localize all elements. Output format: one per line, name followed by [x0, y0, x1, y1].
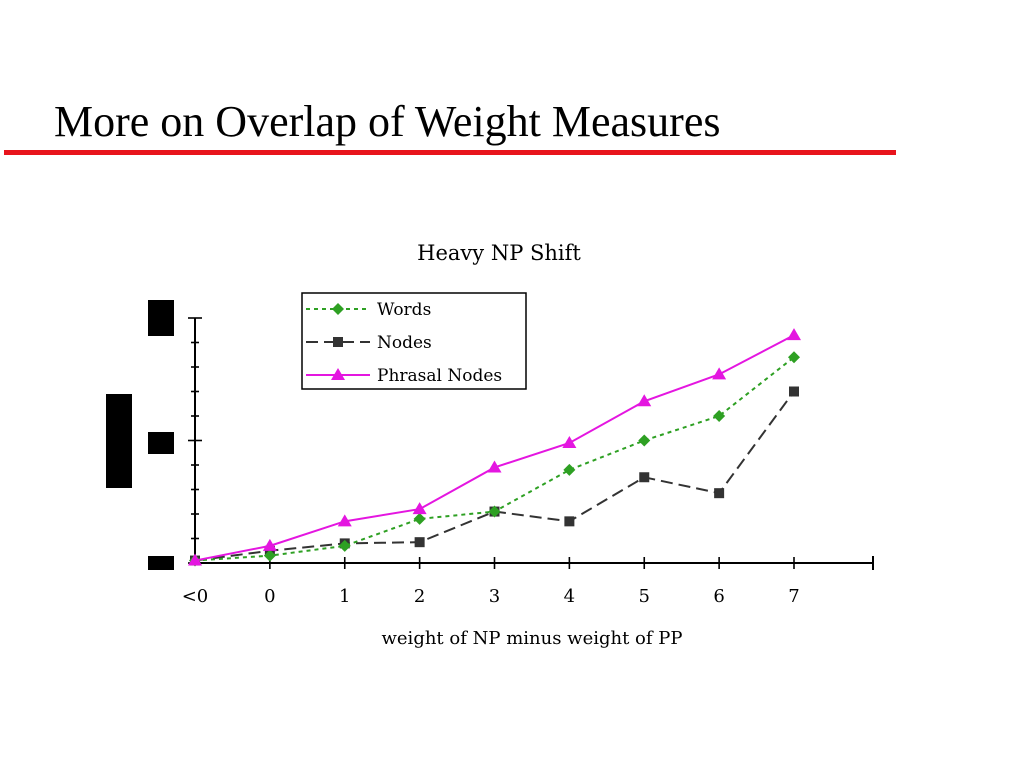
x-tick-label: 2	[414, 586, 425, 607]
title-underline	[4, 150, 896, 155]
point-diamond	[413, 512, 426, 525]
point-diamond	[788, 351, 800, 364]
legend-label: Words	[377, 300, 431, 320]
x-tick-label: 0	[264, 586, 275, 607]
point-diamond	[263, 549, 276, 562]
legend-label: Nodes	[377, 333, 432, 353]
series-line	[194, 390, 795, 562]
chart-title: Heavy NP Shift	[417, 241, 581, 265]
point-diamond	[638, 434, 651, 447]
point-square	[714, 488, 725, 499]
series-phrasal-nodes	[188, 328, 801, 566]
legend-label: Phrasal Nodes	[377, 366, 502, 386]
point-diamond	[563, 463, 576, 476]
point-triangle	[188, 553, 202, 566]
point-square	[789, 386, 799, 397]
point-diamond	[488, 505, 501, 518]
point-square	[639, 472, 650, 483]
x-tick-label: 6	[713, 586, 724, 607]
x-tick-label: <0	[182, 586, 209, 607]
x-tick-label: 1	[339, 586, 350, 607]
point-square	[564, 516, 575, 527]
point-triangle	[487, 460, 502, 473]
x-tick-labels: <0 0 1 2 3 4 5 6 7	[182, 586, 800, 607]
point-triangle	[262, 538, 277, 551]
point-square	[414, 537, 425, 548]
x-axis-title: weight of NP minus weight of PP	[382, 628, 683, 649]
point-diamond	[713, 410, 726, 422]
point-triangle	[712, 367, 727, 380]
chart-axes	[188, 317, 874, 570]
series-nodes	[190, 386, 799, 566]
point-triangle	[331, 368, 345, 380]
chart-legend: Words Nodes Phrasal Nodes	[301, 292, 527, 390]
point-diamond	[332, 303, 344, 315]
x-tick-label: 7	[788, 586, 799, 607]
point-triangle	[637, 394, 652, 407]
point-triangle	[562, 435, 577, 448]
redacted-label-box	[106, 394, 132, 488]
redacted-y-labels	[106, 300, 174, 570]
slide-title: More on Overlap of Weight Measures	[54, 97, 721, 146]
point-triangle	[337, 514, 352, 527]
redacted-label-box	[148, 300, 174, 336]
chart-series	[188, 328, 801, 567]
point-square	[333, 337, 343, 347]
redacted-label-box	[148, 556, 174, 570]
point-triangle	[412, 502, 427, 515]
point-triangle	[787, 328, 801, 341]
point-diamond	[338, 539, 351, 552]
redacted-label-box	[148, 432, 174, 454]
x-tick-label: 3	[489, 586, 500, 607]
x-tick-label: 5	[639, 586, 650, 607]
x-tick-label: 4	[564, 586, 575, 607]
